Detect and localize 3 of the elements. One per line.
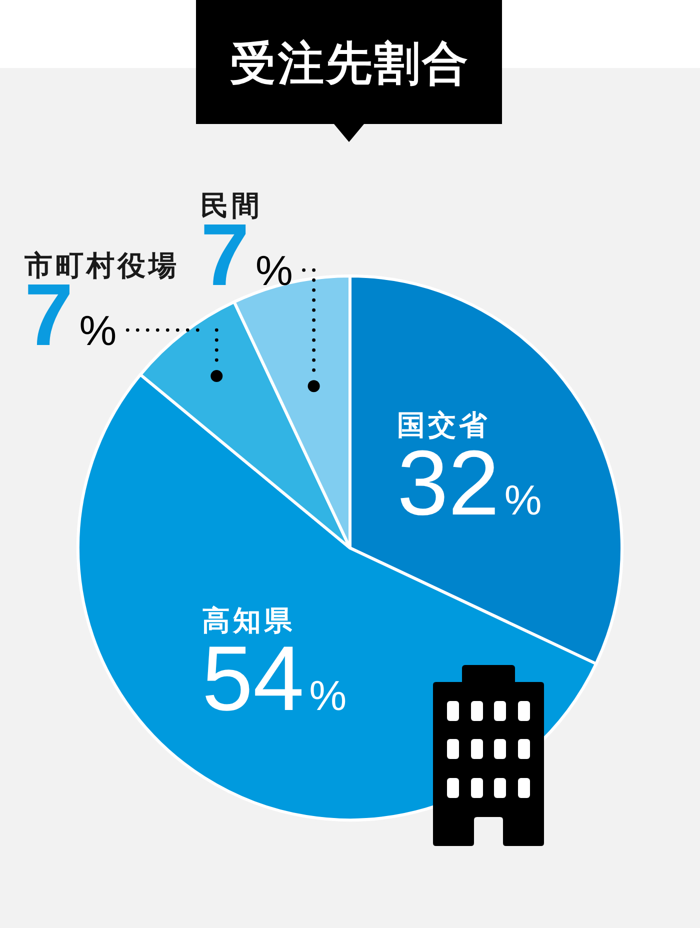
- slice-label: 民間: [200, 190, 262, 222]
- slice-label: 市町村役場: [23, 250, 180, 282]
- chart-title: 受注先割合: [230, 37, 470, 89]
